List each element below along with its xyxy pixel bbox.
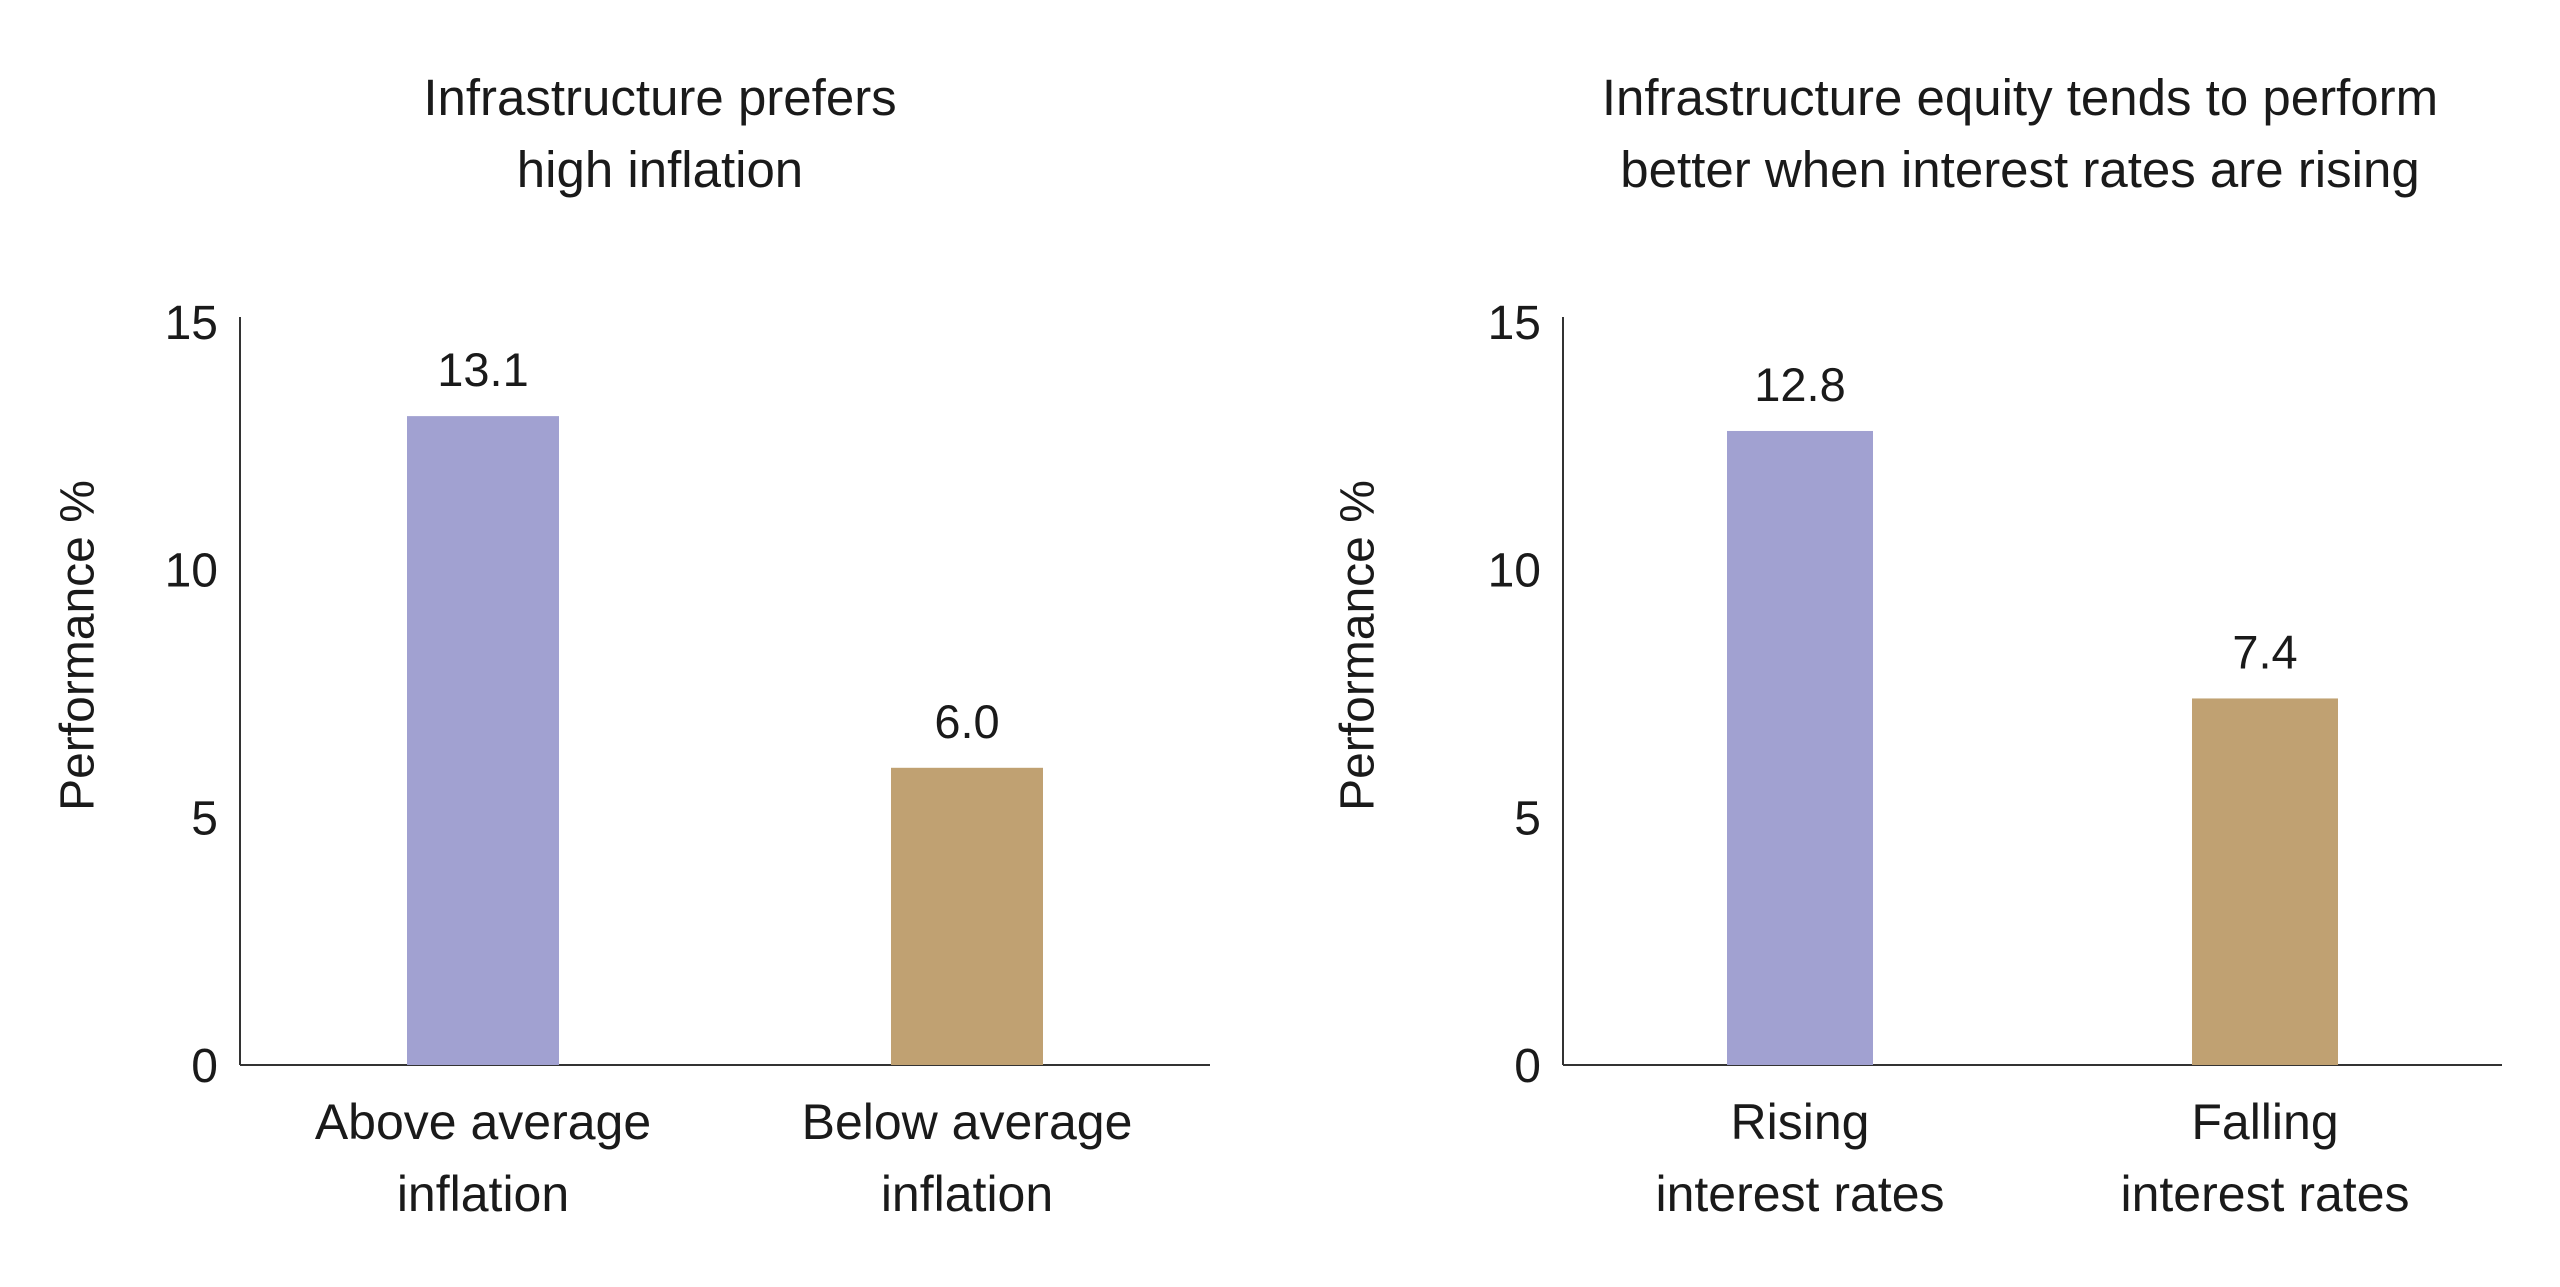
x-tick-label: Above average inflation [315,1094,651,1222]
bar [407,416,559,1065]
chart-plot: 0 5 10 15 12.8 Rising interest rates 7.4 Falling… [1488,297,2502,1222]
data-label: 7.4 [2232,625,2297,678]
chart-title: Infrastructure prefers high inflation [423,69,897,198]
y-tick-label: 10 [1488,545,1541,598]
bar [1727,430,1873,1065]
y-tick-label: 5 [191,792,218,845]
x-tick-label: Rising interest rates [1655,1094,1944,1222]
y-tick-label: 0 [191,1040,218,1093]
chart-inflation: Infrastructure prefers high inflation Pe… [52,69,1210,1222]
y-tick-label: 0 [1514,1040,1541,1093]
x-tick-label: Below average inflation [802,1094,1133,1222]
chart-plot: 0 5 10 15 13.1 Above average inflation 6.0 Below… [165,297,1210,1222]
data-label: 13.1 [437,343,528,396]
y-tick-label: 15 [165,297,218,350]
y-tick-label: 10 [165,545,218,598]
y-tick-label: 5 [1514,792,1541,845]
data-label: 6.0 [934,695,999,748]
x-tick-label: Falling interest rates [2120,1094,2409,1222]
chart-interest-rates: Infrastructure equity tends to perform b… [1280,0,2560,1287]
chart-title: Infrastructure equity tends to perform b… [1601,69,2439,198]
bar [2192,698,2338,1065]
data-label: 12.8 [1754,358,1845,411]
bar [891,767,1043,1065]
y-tick-label: 15 [1488,297,1541,350]
